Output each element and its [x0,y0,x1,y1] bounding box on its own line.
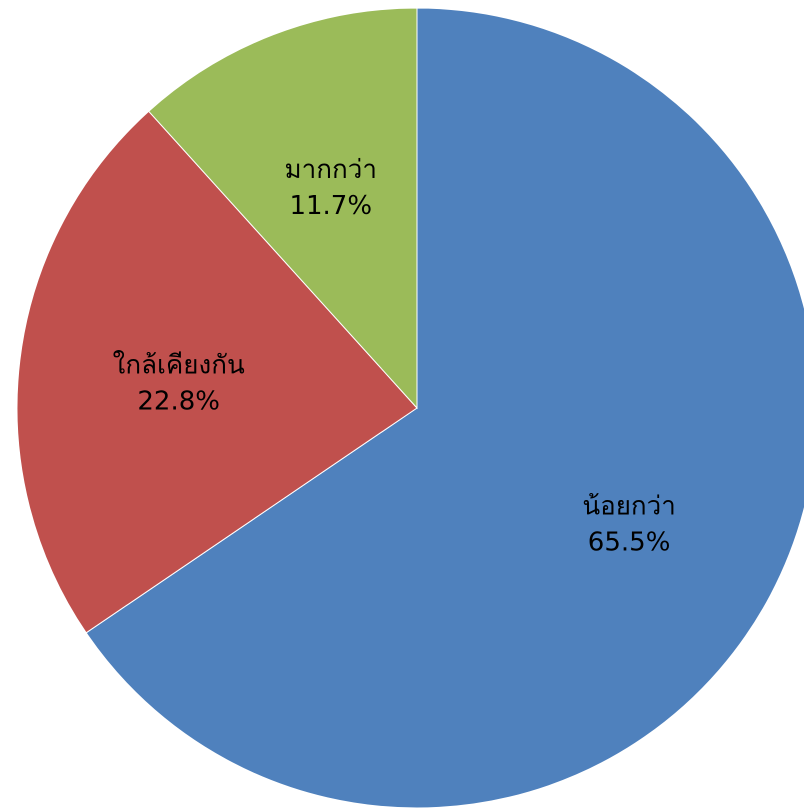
pie-slice-label-2: มากกว่า 11.7% [285,155,377,221]
pie-slice-0 [85,7,804,809]
pie-slice-1 [16,110,418,634]
slice-value-label: 11.7% [289,191,372,221]
pie-labels: น้อยกว่า 65.5% ใกล้เคียงกัน 22.8% มากกว่า 11.… [113,155,676,557]
pie-slices [16,7,804,809]
pie-slice-label-0: น้อยกว่า 65.5% [582,491,676,557]
slice-category-label: น้อยกว่า [582,491,676,521]
pie-slice-2 [148,7,418,410]
slice-value-label: 22.8% [137,386,220,416]
pie-slice-label-1: ใกล้เคียงกัน 22.8% [113,350,245,416]
slice-category-label: มากกว่า [285,155,377,185]
slice-value-label: 65.5% [588,527,671,557]
slice-category-label: ใกล้เคียงกัน [113,350,245,380]
